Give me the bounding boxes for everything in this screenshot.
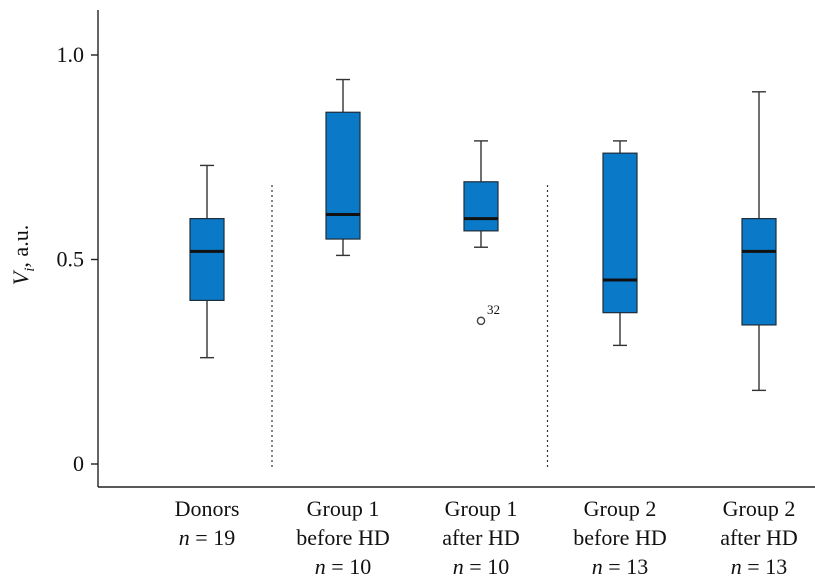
iqr-box [741,218,777,326]
box-group: 32 [463,140,500,326]
iqr-box [463,181,499,232]
box-group [189,164,225,359]
iqr-box [602,152,638,314]
y-axis-label: Vi, a.u. [8,225,38,285]
y-tick-label: 0.5 [57,247,85,272]
category-label: after HD [442,525,520,550]
category-label: before HD [573,525,666,550]
y-tick-label: 0 [73,451,84,476]
box-series: 25 32 [189,78,777,392]
sample-size-label: n = 10 [453,554,509,579]
iqr-box [325,111,361,240]
category-label: before HD [296,525,389,550]
group-separators [271,185,549,470]
category-label: after HD [720,525,798,550]
category-label: Group 1 [445,496,518,521]
box-group [741,91,777,392]
box-group [602,140,638,347]
category-labels: Donors n = 19 Group 1 before HD n = 10 Group … [175,496,798,579]
sample-size-label: n = 19 [179,525,235,550]
sample-size-label: n = 13 [731,554,787,579]
category-label: Group 2 [723,496,796,521]
sample-size-label: n = 13 [592,554,648,579]
iqr-box [189,218,225,302]
category-label: Donors [175,496,240,521]
category-label: Group 1 [307,496,380,521]
category-label: Group 2 [584,496,657,521]
box-group: 25 [325,78,361,257]
axes: 00.51.01.52.0Vi, a.u. [8,10,815,488]
outlier-label: 32 [487,302,500,317]
outlier-point [476,316,486,326]
y-tick-label: 1.0 [57,42,85,67]
sample-size-label: n = 10 [315,554,371,579]
